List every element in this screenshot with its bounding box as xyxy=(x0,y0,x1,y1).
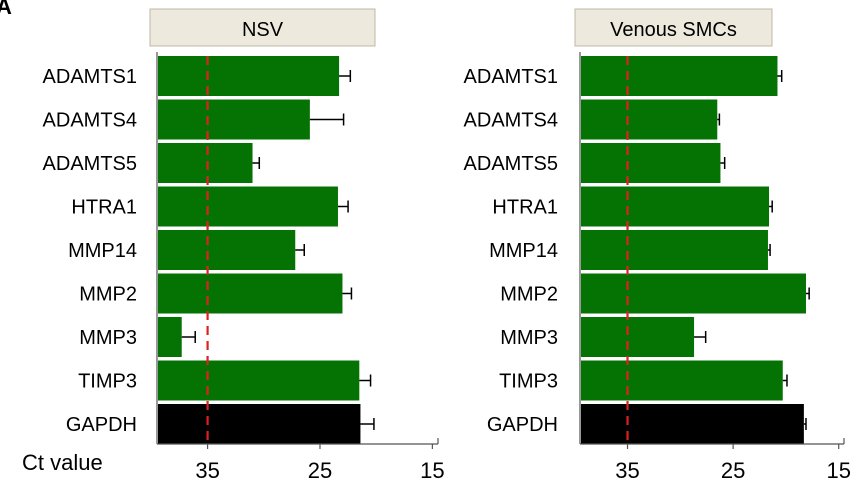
bar-mmp14 xyxy=(158,230,296,270)
panel-title: NSV xyxy=(242,19,284,41)
x-axis-caption: Ct value xyxy=(22,450,103,475)
category-label-timp3: TIMP3 xyxy=(78,371,137,393)
category-label-adamts1: ADAMTS1 xyxy=(43,66,137,88)
category-label-adamts1: ADAMTS1 xyxy=(464,66,558,88)
bar-adamts4 xyxy=(581,99,718,140)
x-tick-label-35: 35 xyxy=(615,458,639,483)
bar-adamts1 xyxy=(581,56,778,96)
category-label-mmp14: MMP14 xyxy=(489,240,558,262)
category-label-adamts4: ADAMTS4 xyxy=(464,110,558,132)
category-label-mmp3: MMP3 xyxy=(500,327,558,349)
bar-mmp3 xyxy=(158,317,182,357)
category-label-timp3: TIMP3 xyxy=(499,371,558,393)
panel-label: A xyxy=(0,0,12,19)
category-label-adamts5: ADAMTS5 xyxy=(464,153,558,175)
x-tick-label-25: 25 xyxy=(721,458,745,483)
category-label-htra1: HTRA1 xyxy=(71,197,137,219)
bar-adamts4 xyxy=(158,99,310,140)
bar-mmp3 xyxy=(581,317,695,357)
bar-adamts5 xyxy=(581,143,721,183)
category-label-gapdh: GAPDH xyxy=(487,414,558,436)
bar-adamts5 xyxy=(158,143,253,183)
panel-title: Venous SMCs xyxy=(610,19,737,41)
bar-timp3 xyxy=(158,360,360,401)
panel-venous-smcs: Venous SMCs ADAMTS1 ADAMTS4 ADAMTS5 HTRA1 MMP… xyxy=(464,8,851,483)
category-label-mmp14: MMP14 xyxy=(68,240,137,262)
category-label-adamts4: ADAMTS4 xyxy=(43,110,137,132)
x-tick-label-35: 35 xyxy=(195,458,219,483)
category-label-mmp2: MMP2 xyxy=(500,284,558,306)
bar-htra1 xyxy=(581,186,770,227)
category-label-gapdh: GAPDH xyxy=(66,414,137,436)
x-tick-label-15: 15 xyxy=(420,458,444,483)
bar-htra1 xyxy=(158,186,338,227)
category-label-mmp3: MMP3 xyxy=(79,327,137,349)
bar-mmp14 xyxy=(581,230,768,270)
x-tick-label-25: 25 xyxy=(308,458,332,483)
category-label-mmp2: MMP2 xyxy=(79,284,137,306)
panel-header xyxy=(574,8,773,47)
panel-header xyxy=(149,8,376,47)
bar-adamts1 xyxy=(158,56,340,96)
bar-mmp2 xyxy=(158,273,343,314)
bar-timp3 xyxy=(581,360,783,401)
panel-nsv: NSV ADAMTS1 ADAMTS4 ADAMTS5 HTRA1 MMP14 MMP2 MM… xyxy=(43,8,445,483)
bar-gapdh xyxy=(581,404,804,444)
bar-gapdh xyxy=(158,404,361,444)
category-label-htra1: HTRA1 xyxy=(492,197,558,219)
bar-mmp2 xyxy=(581,273,806,314)
x-tick-label-15: 15 xyxy=(826,458,850,483)
category-label-adamts5: ADAMTS5 xyxy=(43,153,137,175)
